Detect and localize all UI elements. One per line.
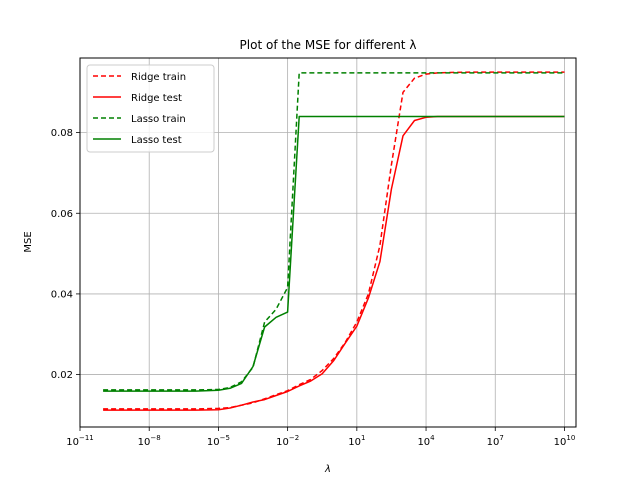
x-tick-label: 10−11 [66,434,94,448]
y-tick-label: 0.02 [51,370,73,381]
plot-frame [79,57,577,428]
grid [79,58,576,427]
y-tick-label: 0.04 [51,289,73,300]
series-line-lasso-train [103,72,565,391]
x-tick-label: 10−5 [207,434,230,448]
series-line-ridge-train [103,71,565,410]
legend-box [86,64,215,153]
legend-label-lasso-train: Lasso train [131,114,186,125]
x-tick-label: 107 [487,434,504,448]
legend-label-ridge-test: Ridge test [131,93,182,104]
x-tick-label: 104 [417,434,435,448]
series-line-lasso-test [103,115,565,392]
y-axis-label: MSE [23,231,34,252]
x-tick-label: 10−2 [276,434,299,448]
chart-title: Plot of the MSE for different λ [240,38,417,52]
series-lines [103,71,565,411]
legend: Ridge train Ridge test Lasso train Lasso… [86,64,215,153]
axis-ticks: 10−11 10−8 10−5 10−2 101 104 107 1010 0.02 0.04 0.… [51,128,576,448]
legend-label-ridge-train: Ridge train [131,72,186,83]
x-tick-label: 101 [348,434,365,448]
y-tick-label: 0.08 [51,128,73,139]
x-axis-label: λ [324,464,331,475]
x-tick-label: 10−8 [138,434,161,448]
legend-label-lasso-test: Lasso test [131,135,182,146]
x-tick-label: 1010 [554,434,576,448]
y-tick-label: 0.06 [51,209,73,220]
